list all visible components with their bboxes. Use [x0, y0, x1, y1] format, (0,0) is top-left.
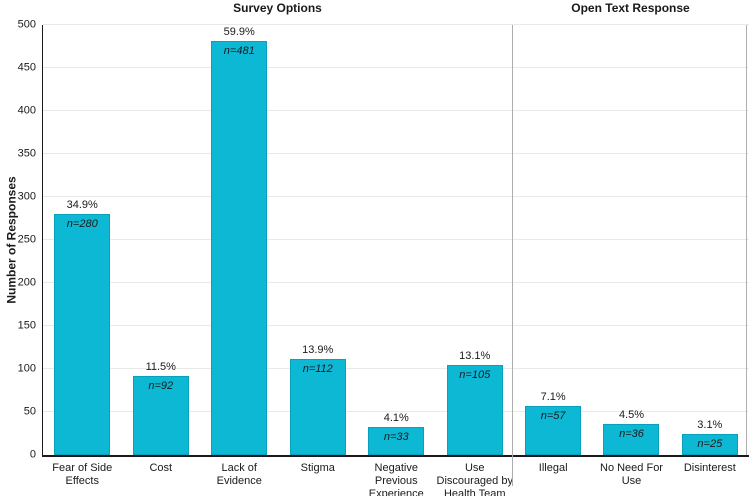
x-category-label: Fear of Side Effects — [52, 462, 113, 487]
bar-slot: 4.1% n=33 Negative Previous Experience — [357, 25, 436, 496]
bar-lack-of-evidence: 59.9% n=481 — [211, 26, 268, 455]
bar-use-discouraged-by-health-team: 13.1% n=105 — [446, 350, 503, 455]
bar-disinterest: 3.1% n=25 — [681, 419, 738, 455]
bar-n-label: n=280 — [66, 218, 98, 231]
bar-n-label: n=92 — [148, 379, 174, 392]
bar-n-label: n=36 — [619, 428, 644, 441]
x-category-label: Cost — [149, 462, 173, 474]
y-tick-label: 0 — [29, 448, 36, 461]
bar-percent-label: 34.9% — [66, 199, 98, 212]
gridline — [43, 282, 749, 283]
section-divider-line — [512, 25, 513, 486]
bar-percent-label: 13.1% — [459, 349, 491, 362]
bar-slot: 13.9% n=112 Stigma — [279, 25, 358, 474]
section-open-text: 7.1% n=57 Illegal 4.5% n=36 No Need For Use 3.1… — [514, 25, 749, 487]
gridline — [43, 153, 749, 154]
bar-percent-label: 7.1% — [540, 390, 566, 403]
bar-n-label: n=33 — [383, 430, 409, 443]
x-category-label: No Need For Use — [600, 462, 663, 487]
bar-percent-label: 3.1% — [697, 418, 723, 431]
gridline — [43, 24, 749, 25]
panel-title-open-text-response: Open Text Response — [571, 1, 690, 15]
bar-no-need-for-use: 4.5% n=36 — [603, 409, 660, 455]
y-tick-label: 150 — [17, 319, 36, 332]
x-category-label: Negative Previous Experience — [368, 462, 424, 496]
y-tick-label: 350 — [17, 147, 36, 160]
bar-slot: 13.1% n=105 Use Discouraged by Health Team — [436, 25, 515, 496]
plot-area: 34.9% n=280 Fear of Side Effects 11.5% n=92 Co… — [42, 24, 749, 496]
x-category-label: Use Discouraged by Health Team — [436, 462, 513, 496]
bar-negative-previous-experience: 4.1% n=33 — [368, 412, 425, 455]
x-category-label: Stigma — [300, 462, 335, 474]
bar-illegal: 7.1% n=57 — [525, 391, 582, 455]
y-axis-ticks: 0 50 100 150 200 250 300 350 400 450 500 — [0, 19, 36, 460]
y-tick-label: 200 — [17, 276, 36, 289]
panel-title-survey-options: Survey Options — [233, 1, 322, 15]
bar-n-label: n=481 — [223, 45, 255, 58]
y-tick-label: 300 — [17, 190, 36, 203]
bar-percent-label: 13.9% — [302, 343, 334, 356]
bar-slot: 7.1% n=57 Illegal — [514, 25, 592, 474]
bar-slot: 3.1% n=25 Disinterest — [671, 25, 749, 474]
bar-cost: 11.5% n=92 — [132, 361, 189, 455]
y-tick-label: 250 — [17, 233, 36, 246]
bar-n-label: n=57 — [540, 409, 566, 422]
bar-percent-label: 59.9% — [223, 26, 255, 39]
gridline — [43, 239, 749, 240]
bar-percent-label: 4.5% — [618, 409, 645, 422]
bar-fear-of-side-effects: 34.9% n=280 — [54, 199, 111, 455]
bar-slot: 4.5% n=36 No Need For Use — [592, 25, 670, 487]
bar-n-label: n=25 — [697, 437, 723, 450]
bar-slot: 11.5% n=92 Cost — [122, 25, 201, 474]
gridline — [43, 411, 749, 412]
y-tick-label: 100 — [17, 362, 36, 375]
bar-slot: 34.9% n=280 Fear of Side Effects — [43, 25, 122, 487]
y-tick-label: 450 — [17, 61, 36, 74]
gridline — [43, 110, 749, 111]
section-survey-options: 34.9% n=280 Fear of Side Effects 11.5% n=92 Co… — [43, 25, 515, 496]
x-category-label: Lack of Evidence — [216, 462, 262, 487]
bar-percent-label: 4.1% — [383, 411, 409, 424]
bar-percent-label: 11.5% — [145, 360, 176, 373]
gridline — [43, 67, 749, 68]
bar-stigma: 13.9% n=112 — [289, 344, 346, 455]
gridline — [43, 325, 749, 326]
gridline — [43, 368, 749, 369]
bar-slot: 59.9% n=481 Lack of Evidence — [200, 25, 279, 487]
x-category-label: Illegal — [538, 462, 568, 474]
y-tick-label: 50 — [23, 405, 36, 418]
x-category-label: Disinterest — [683, 462, 736, 474]
y-tick-label: 400 — [17, 104, 36, 117]
bar-n-label: n=112 — [302, 362, 333, 375]
y-tick-label: 500 — [17, 18, 36, 31]
plot-right-border-line — [746, 25, 747, 455]
bar-n-label: n=105 — [459, 368, 491, 381]
gridline — [43, 196, 749, 197]
